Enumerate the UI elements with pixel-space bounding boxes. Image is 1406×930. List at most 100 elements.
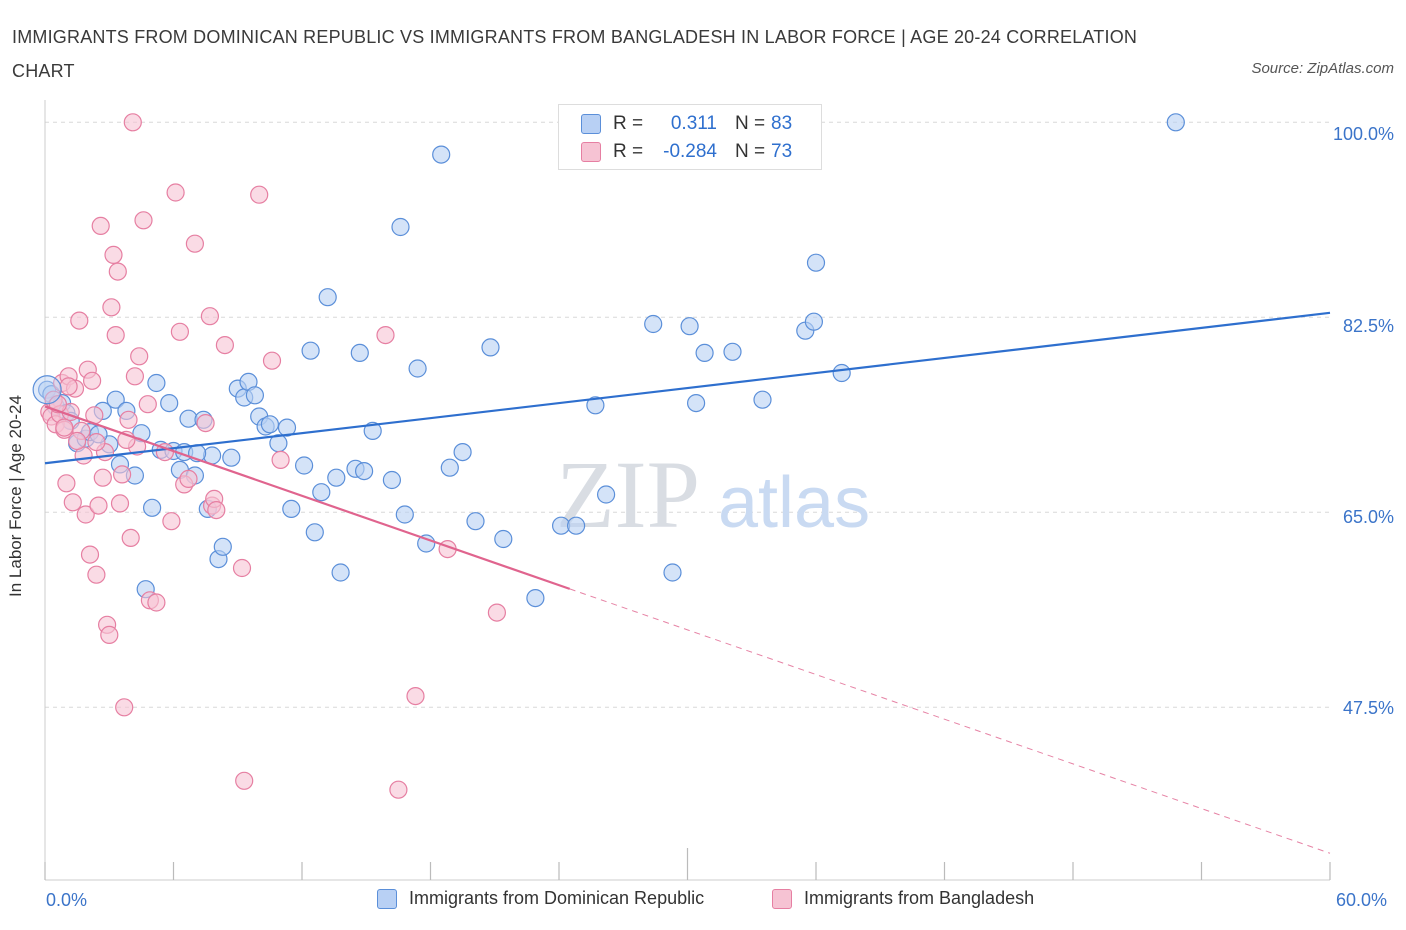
dominican-point (213, 537, 232, 556)
legend-swatch-blue (581, 114, 601, 134)
legend-row-bangladesh: R = -0.284 N = 73 (581, 139, 792, 165)
bangladesh-point (179, 469, 198, 488)
bangladesh-point (130, 347, 149, 366)
dominican-point (832, 363, 851, 383)
dominican-point (526, 588, 545, 608)
dominican-point (806, 253, 826, 272)
dominican-point (695, 343, 714, 362)
bangladesh-point (250, 185, 269, 204)
dominican-point (586, 396, 605, 415)
y-tick-label: 65.0% (1342, 507, 1394, 527)
dominican-point (494, 529, 513, 549)
bangladesh-point (406, 686, 425, 706)
dominican-point (363, 421, 382, 440)
series-name-dominican: Immigrants from Dominican Republic (409, 888, 705, 908)
bangladesh-point (55, 418, 74, 437)
bangladesh-point (102, 298, 121, 317)
bangladesh-point (271, 450, 290, 469)
dominican-point (312, 483, 331, 502)
dominican-point (331, 563, 350, 582)
dominican-point (804, 312, 824, 331)
dominican-point (301, 341, 320, 360)
dominican-point (391, 217, 410, 237)
grid-layer (45, 121, 1330, 708)
dominican-point (395, 505, 414, 524)
bangladesh-point (389, 780, 408, 799)
bangladesh-point (119, 410, 138, 429)
bangladesh-point (123, 113, 142, 132)
dominican-point (432, 145, 451, 164)
bangladesh-point (232, 558, 252, 578)
bangladesh-point (59, 377, 78, 396)
bangladesh-point (235, 771, 254, 790)
dominican-point (350, 343, 369, 362)
dominican-point-cluster (32, 375, 62, 405)
chart-title: IMMIGRANTS FROM DOMINICAN REPUBLIC VS IM… (12, 27, 1138, 81)
dominican-point (355, 462, 374, 481)
legend-r-label: R = (613, 141, 644, 162)
bangladesh-point (262, 351, 282, 370)
dominican-point (481, 338, 500, 357)
legend-swatch-pink (581, 142, 601, 162)
series-name-bangladesh: Immigrants from Bangladesh (804, 888, 1035, 908)
dominican-point (723, 342, 742, 361)
bangladesh-point (162, 512, 181, 531)
bangladesh-point (115, 698, 134, 717)
dominican-point (408, 359, 427, 378)
bangladesh-point (91, 216, 110, 235)
series-swatch-blue (377, 888, 397, 909)
dominican-point (1166, 113, 1185, 132)
bangladesh-point (87, 433, 106, 452)
dominican-point (680, 317, 699, 336)
bangladesh-point (487, 603, 506, 622)
bangladesh-point (63, 493, 82, 512)
bangladesh-point (67, 431, 87, 451)
series-legend-bangladesh: Immigrants from Bangladesh (772, 888, 1034, 909)
dominican-point (160, 394, 179, 413)
bangladesh-point (185, 234, 204, 253)
trend-line-bangladesh (44, 405, 571, 590)
dominican-point (596, 485, 616, 504)
legend-n-label: N = (735, 141, 766, 162)
bangladesh-point (166, 183, 185, 202)
bangladesh-point (147, 593, 166, 612)
bangladesh-point (80, 545, 100, 564)
bangladesh-point (108, 262, 127, 281)
bangladesh-point (196, 414, 215, 433)
bangladesh-point (138, 395, 157, 414)
x-tick-label-min: 0.0% (46, 890, 88, 910)
dominican-point (382, 470, 401, 490)
legend-r-label: R = (613, 113, 644, 134)
dominican-point (440, 458, 459, 477)
dominican-point (686, 394, 706, 413)
dominican-point (566, 516, 586, 535)
dominican-point (295, 456, 314, 475)
correlation-legend: R = 0.311 N = 83 R = -0.284 N = 73 (558, 104, 822, 170)
series-swatch-pink (772, 888, 792, 909)
bangladesh-point (87, 565, 106, 584)
trend-line-bangladesh-extrapolated (569, 588, 1331, 854)
bangladesh-point (76, 505, 95, 524)
dominican-point (282, 499, 301, 518)
dominican-point (466, 512, 485, 531)
bangladesh-point (104, 245, 123, 264)
dominican-point (179, 409, 198, 428)
bangladesh-point (200, 307, 219, 326)
bangladesh-point (89, 496, 108, 515)
dominican-point (644, 314, 663, 334)
axis-layer (44, 100, 1331, 881)
y-tick-label: 47.5% (1342, 698, 1394, 718)
bangladesh-point (207, 501, 226, 520)
legend-r-value: 0.311 (670, 113, 717, 134)
dominican-point (318, 288, 337, 307)
bangladesh-point (82, 371, 102, 390)
x-tick-label-max: 60.0% (1336, 890, 1388, 910)
bangladesh-point (125, 367, 144, 386)
dominican-point (147, 373, 166, 393)
legend-n-value: 73 (771, 141, 793, 162)
dominican-point (245, 386, 264, 405)
bangladesh-point (134, 211, 153, 230)
trend-line-dominican (44, 311, 1331, 465)
source-note: Source: ZipAtlas.com (1251, 60, 1394, 77)
dominican-point (222, 448, 241, 467)
